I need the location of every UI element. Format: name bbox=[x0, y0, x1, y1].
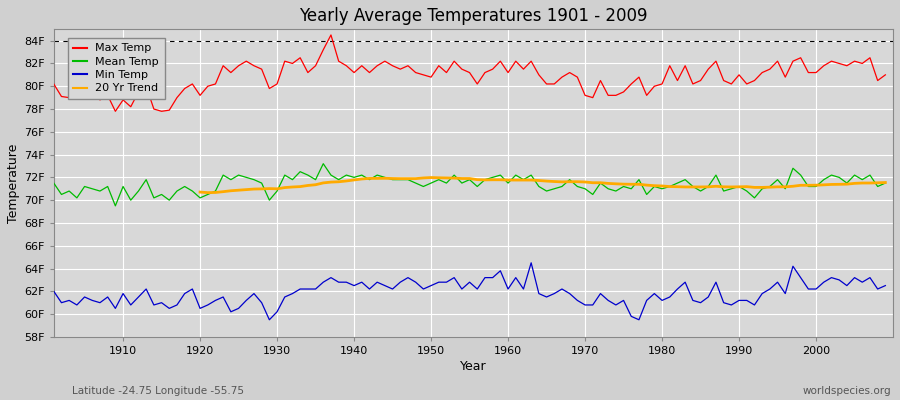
X-axis label: Year: Year bbox=[460, 360, 487, 373]
Y-axis label: Temperature: Temperature bbox=[7, 143, 20, 223]
Text: worldspecies.org: worldspecies.org bbox=[803, 386, 891, 396]
Legend: Max Temp, Mean Temp, Min Temp, 20 Yr Trend: Max Temp, Mean Temp, Min Temp, 20 Yr Tre… bbox=[68, 38, 165, 99]
Text: Latitude -24.75 Longitude -55.75: Latitude -24.75 Longitude -55.75 bbox=[72, 386, 244, 396]
Title: Yearly Average Temperatures 1901 - 2009: Yearly Average Temperatures 1901 - 2009 bbox=[299, 7, 648, 25]
